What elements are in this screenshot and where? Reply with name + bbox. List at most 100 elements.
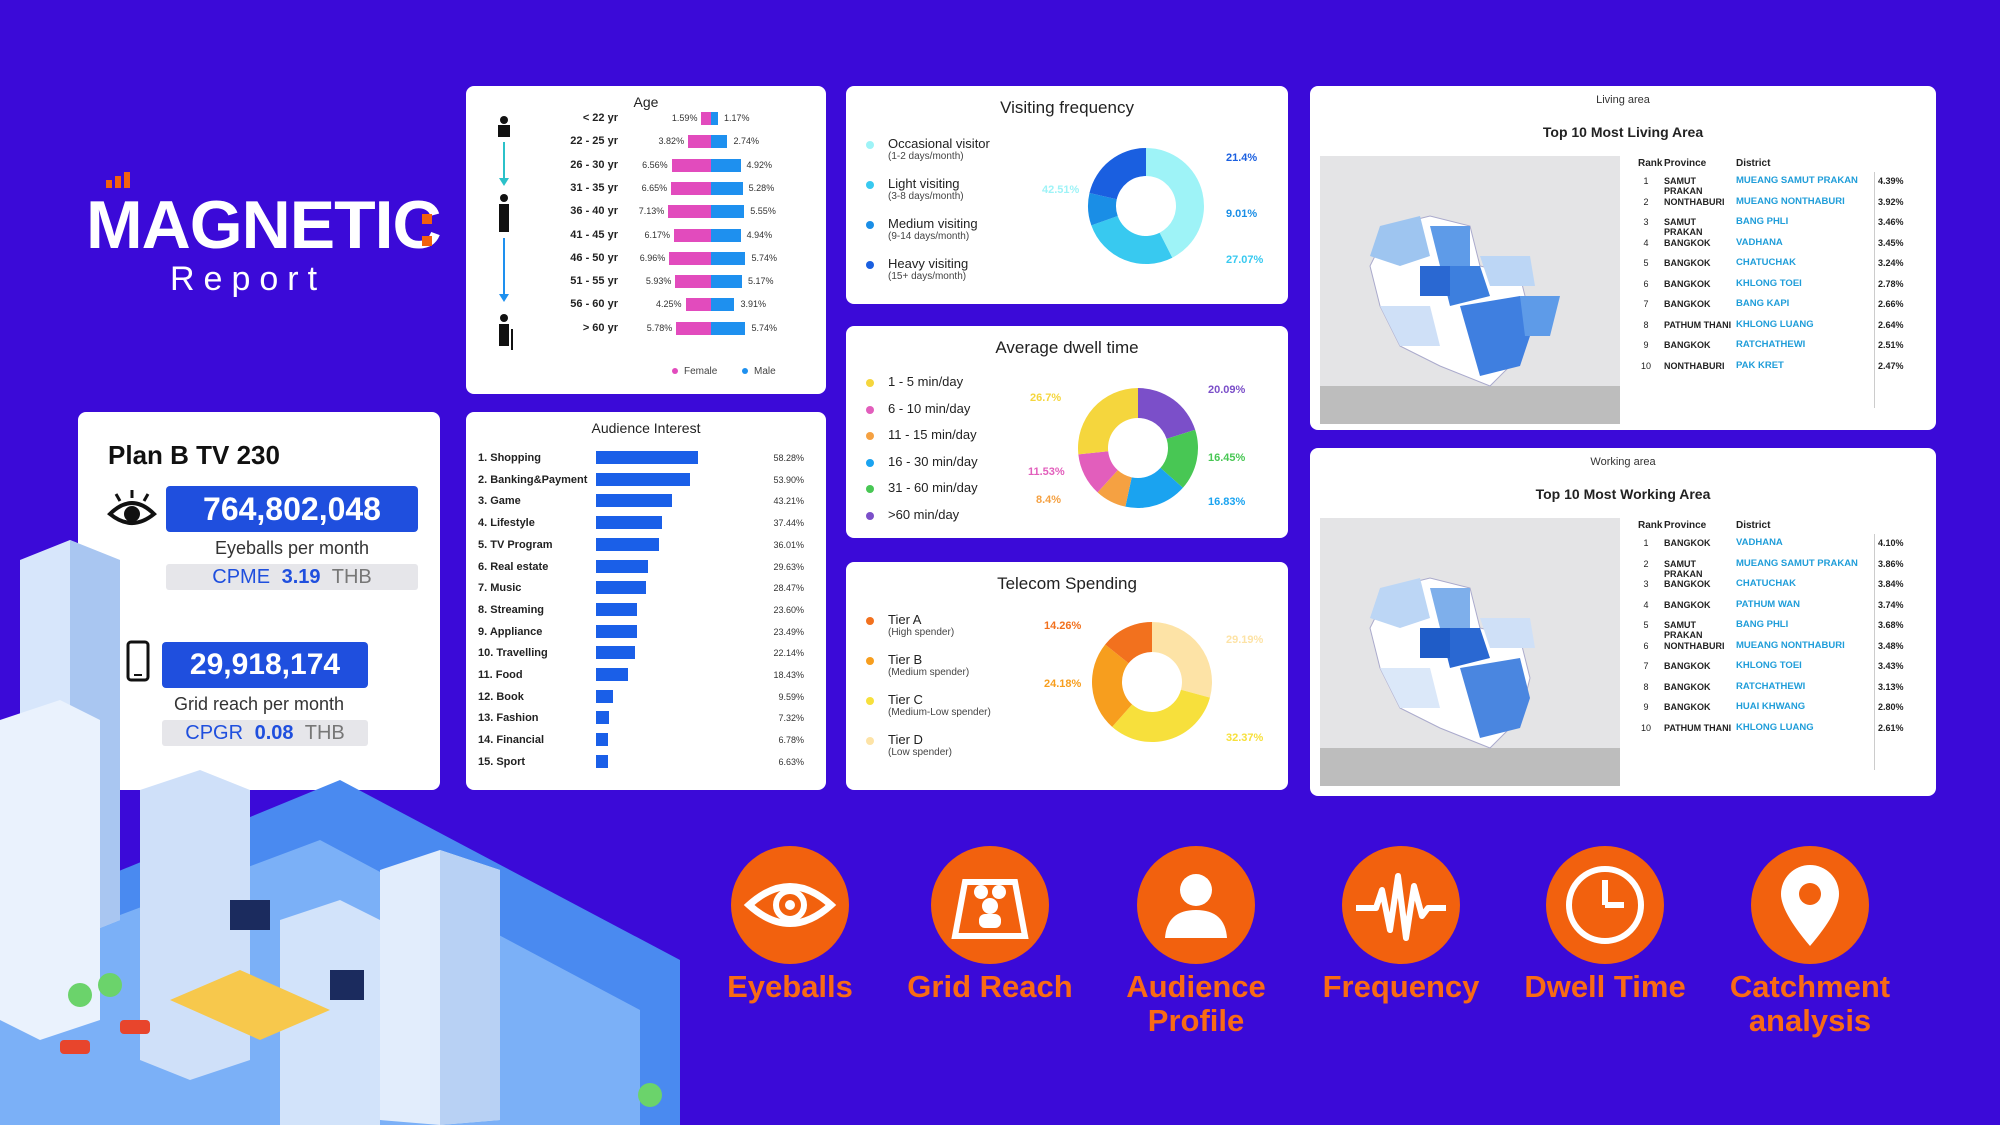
male-pct: 4.92% — [746, 159, 773, 170]
brand-logo: MAGNETIC Report — [86, 170, 446, 310]
legend-sub: (15+ days/month) — [888, 271, 967, 282]
table-row: 7 BANGKOK KHLONG TOEI 3.43% — [1626, 659, 1926, 679]
district: KHLONG LUANG — [1736, 721, 1814, 733]
legend-label: Light visiting — [888, 176, 960, 191]
header-rank: Rank — [1638, 520, 1663, 531]
interest-bar — [596, 754, 608, 768]
plan-name: Plan B TV 230 — [108, 440, 280, 470]
logo-bars-icon — [106, 172, 130, 188]
district: MUEANG SAMUT PRAKAN — [1736, 175, 1858, 186]
share: 3.84% — [1878, 579, 1904, 589]
legend-dot — [866, 617, 874, 625]
male-bar — [711, 228, 741, 242]
share: 3.43% — [1878, 661, 1904, 671]
legend-dot — [866, 405, 874, 414]
share: 2.47% — [1878, 360, 1904, 371]
table-row: 4 BANGKOK VADHANA 3.45% — [1626, 236, 1926, 256]
share: 3.74% — [1878, 599, 1904, 610]
age-row: 56 - 60 yr 4.25% 3.91% — [466, 294, 818, 316]
legend-dot — [866, 261, 874, 269]
male-bar — [711, 321, 746, 335]
share: 2.64% — [1878, 319, 1904, 330]
age-chart-card: Age < 22 yr 1.59% 1.17% 22 - 25 yr 3.82% 2.74… — [466, 86, 826, 394]
interest-pct: 58.28% — [773, 453, 804, 463]
interest-row: 11. Food 18.43% — [466, 665, 818, 685]
freq-title: Visiting frequency — [1000, 98, 1134, 117]
feature-circle — [1137, 846, 1255, 964]
cpgr-unit: THB — [304, 722, 345, 744]
table-row: 10 PATHUM THANI KHLONG LUANG 2.61% — [1626, 721, 1926, 741]
interest-pct: 6.63% — [778, 756, 804, 767]
donut-slice — [1112, 689, 1210, 742]
legend-dot — [866, 657, 874, 665]
province: BANGKOK — [1664, 340, 1711, 350]
age-label: 26 - 30 yr — [570, 158, 618, 171]
age-label: 22 - 25 yr — [570, 135, 618, 148]
donut-value-label: 29.19% — [1226, 634, 1264, 646]
interest-pct: 18.43% — [773, 670, 804, 680]
living-area-card: Living area Top 10 Most Living Area Rank… — [1310, 86, 1936, 430]
age-label: 41 - 45 yr — [570, 228, 618, 241]
interest-bar — [596, 451, 698, 464]
area-table: Rank Province District 1 BANGKOK VADHANA 4.10%… — [1626, 520, 1926, 780]
interest-label: 8. Streaming — [478, 603, 545, 616]
male-bar — [711, 205, 745, 219]
feature-circle — [931, 846, 1049, 964]
living-map-shape — [1320, 215, 1620, 424]
interest-bar — [596, 516, 662, 530]
interest-label: 10. Travelling — [478, 647, 548, 660]
legend-dot — [866, 511, 874, 520]
interest-bar — [596, 559, 648, 573]
male-bar — [711, 251, 746, 265]
male-bar — [711, 298, 735, 312]
table-row: 3 SAMUT PRAKAN BANG PHLI 3.46% — [1626, 215, 1926, 238]
district: KHLONG TOEI — [1736, 660, 1802, 671]
share: 2.80% — [1878, 702, 1904, 712]
dwell-title: Average dwell time — [995, 338, 1139, 357]
rank: 5 — [1643, 620, 1649, 630]
interest-label: 2. Banking&Payment — [478, 473, 588, 486]
interest-bar — [596, 602, 638, 616]
interest-row: 2. Banking&Payment 53.90% — [466, 470, 818, 490]
share: 2.61% — [1878, 722, 1904, 733]
age-row: 36 - 40 yr 7.13% 5.55% — [466, 201, 818, 223]
province: NONTHABURI — [1664, 360, 1725, 371]
province: BANGKOK — [1664, 258, 1711, 268]
legend-label: Tier D — [888, 732, 923, 747]
female-bar — [701, 112, 711, 125]
table-row: 3 BANGKOK CHATUCHAK 3.84% — [1626, 577, 1926, 597]
interest-label: 11. Food — [478, 669, 523, 681]
male-pct: 5.28% — [748, 182, 775, 193]
working-kicker: Working area — [1590, 456, 1656, 468]
district: BANG KAPI — [1736, 298, 1790, 309]
province: BANGKOK — [1664, 681, 1711, 692]
people-map-icon — [951, 879, 1029, 939]
interest-pct: 43.21% — [773, 496, 804, 507]
cpme-unit: THB — [331, 566, 372, 588]
province: PATHUM THANI — [1664, 722, 1732, 733]
donut-value-label: 16.83% — [1208, 496, 1246, 508]
donut-value-label: 16.45% — [1208, 452, 1246, 464]
female-pct: 5.93% — [645, 276, 672, 287]
male-pct: 5.17% — [748, 276, 774, 287]
donut-slice — [1088, 192, 1118, 226]
interest-row: 8. Streaming 23.60% — [466, 600, 818, 620]
table-row: 9 BANGKOK RATCHATHEWI 2.51% — [1626, 338, 1926, 358]
interest-pct: 23.60% — [773, 604, 804, 615]
age-label: 56 - 60 yr — [570, 298, 618, 311]
area-table: Rank Province District 1 SAMUT PRAKAN MUEANG … — [1626, 158, 1926, 418]
rank: 4 — [1643, 237, 1649, 248]
interest-bar — [596, 711, 609, 725]
interest-label: 4. Lifestyle — [478, 517, 535, 530]
interest-bar — [596, 581, 646, 595]
legend-dot — [866, 458, 874, 467]
province: SAMUT PRAKAN — [1664, 620, 1703, 640]
living-map — [1320, 156, 1620, 424]
freq-donut — [1088, 148, 1204, 264]
male-pct: 4.94% — [746, 229, 773, 240]
female-pct: 5.78% — [646, 322, 673, 333]
interest-row: 5. TV Program 36.01% — [466, 535, 818, 555]
legend-dot — [866, 737, 874, 745]
male-pct: 2.74% — [733, 136, 759, 147]
interest-label: 12. Book — [478, 690, 524, 703]
